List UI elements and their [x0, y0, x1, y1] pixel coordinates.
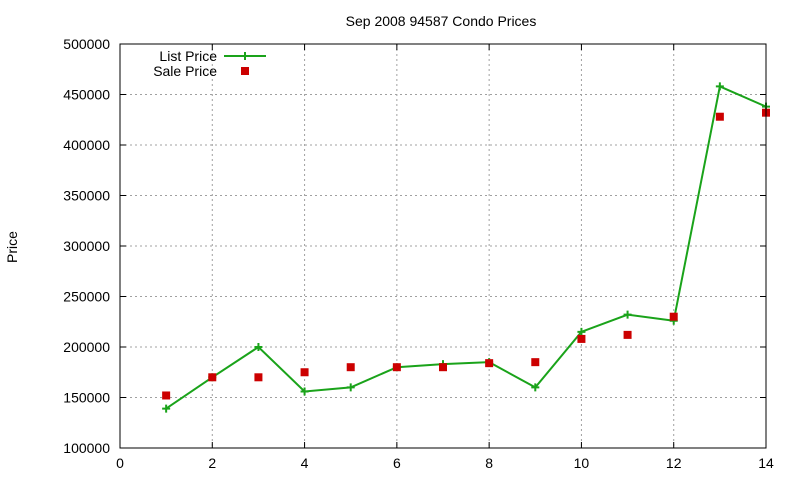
legend-square-marker [241, 67, 249, 75]
y-tick-label: 400000 [63, 137, 110, 153]
x-tick-label: 4 [301, 455, 309, 471]
sale-price-point [300, 368, 309, 377]
list-price-point [531, 383, 540, 392]
plot-series [162, 82, 770, 413]
legend-label: Sale Price [153, 63, 217, 79]
grid [120, 44, 766, 448]
y-tick-label: 100000 [63, 440, 110, 456]
sale-price-point [208, 373, 217, 382]
chart-title: Sep 2008 94587 Condo Prices [346, 13, 537, 29]
sale-price-point [254, 373, 263, 382]
y-tick-label: 200000 [63, 339, 110, 355]
y-tick-label: 250000 [63, 289, 110, 305]
x-tick-label: 8 [485, 455, 493, 471]
x-tick-label: 12 [666, 455, 682, 471]
list-price-line [165, 85, 767, 410]
list-price-point [623, 310, 632, 319]
legend-plus-marker [241, 52, 249, 60]
x-tick-label: 14 [758, 455, 774, 471]
list-price-point [346, 383, 355, 392]
legend-label: List Price [159, 48, 217, 64]
list-price-point [715, 82, 724, 91]
sale-price-point [439, 363, 447, 372]
y-axis-label: Price [4, 231, 20, 263]
sale-price-point [577, 334, 586, 343]
sale-price-point [162, 391, 171, 400]
axis-ticks: 0 2 4 6 8 10 12 14 100000 150000 200000 250000 30000… [63, 36, 774, 471]
sale-price-point [485, 359, 494, 368]
sale-price-point [715, 112, 724, 121]
sale-price-point [346, 363, 355, 372]
x-tick-label: 10 [574, 455, 590, 471]
y-tick-label: 150000 [63, 390, 110, 406]
y-tick-label: 500000 [63, 36, 110, 52]
y-tick-label: 450000 [63, 87, 110, 103]
list-price-point [300, 387, 309, 396]
sale-price-point [392, 363, 401, 372]
sale-price-point [623, 330, 632, 339]
sale-price-point [531, 358, 540, 367]
list-price-point [162, 404, 171, 413]
list-price-point [254, 343, 263, 351]
x-tick-label: 2 [208, 455, 216, 471]
x-tick-label: 0 [116, 455, 124, 471]
sale-price-point [669, 312, 678, 321]
y-tick-label: 300000 [63, 238, 110, 254]
y-tick-label: 350000 [63, 188, 110, 204]
x-tick-label: 6 [393, 455, 401, 471]
list-price-point [577, 327, 586, 336]
